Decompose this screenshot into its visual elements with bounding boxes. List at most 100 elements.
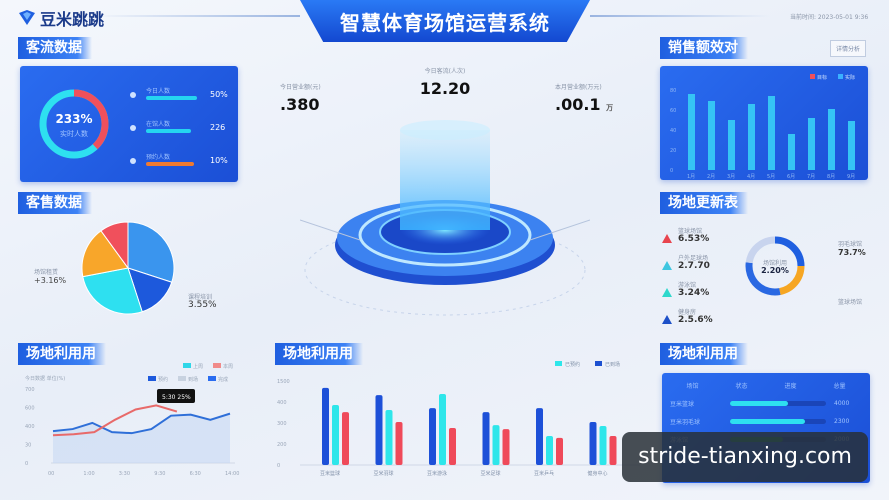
datetime: 当前时间: 2023-05-01 9:36 — [790, 14, 869, 21]
bar — [439, 394, 446, 465]
y-tick-label: 30 — [25, 443, 31, 449]
pie-slice — [81, 230, 129, 278]
passenger-row: 今日人数 50% — [130, 86, 230, 110]
sales-pie-title: 客售数据 — [18, 192, 92, 214]
bar — [395, 421, 403, 465]
legend-label: 本周 — [223, 363, 233, 370]
sales-bar — [848, 121, 855, 170]
passenger-title: 客流数据 — [18, 37, 92, 59]
x-tick-label: 8月 — [827, 174, 835, 180]
legend-label: 到场 — [188, 376, 198, 383]
x-tick-label: 1:00 — [83, 471, 94, 477]
row-dot-icon — [130, 125, 136, 131]
legend-swatch — [178, 376, 186, 381]
bar — [322, 387, 329, 465]
line-series — [52, 404, 178, 437]
legend-label: 预约 — [158, 376, 168, 383]
page-title: 智慧体育场馆运营系统 — [340, 11, 550, 35]
bar — [589, 421, 597, 465]
logo-icon — [19, 10, 35, 25]
y-tick-label: 400 — [25, 424, 35, 430]
bar — [536, 408, 543, 465]
venue-item-value: 2.7.70 — [678, 261, 710, 271]
bar — [385, 409, 393, 465]
kpi-label: 今日营业额(元) — [280, 84, 321, 91]
y-tick-label: 0 — [670, 168, 673, 174]
bar — [482, 412, 490, 465]
triangle-icon — [662, 234, 672, 243]
table-header: 场馆 — [686, 383, 699, 390]
row-bar — [146, 96, 197, 100]
row-bar — [146, 162, 194, 166]
watermark: stride-tianxing.com — [622, 432, 868, 482]
ring-segment — [774, 236, 805, 267]
x-tick-label: 6:30 — [190, 471, 201, 477]
donut-value: 233% — [55, 112, 93, 126]
sales-bar — [828, 109, 835, 170]
ring-right-bottom-label: 篮球场馆 — [838, 299, 863, 306]
donut-label: 实时人数 — [60, 130, 88, 138]
bar — [429, 408, 436, 465]
row-value: 226 — [210, 123, 226, 132]
row-dot-icon — [130, 92, 136, 98]
bar — [332, 404, 339, 465]
row-bar — [146, 129, 191, 133]
y-tick-label: 700 — [25, 387, 35, 393]
bar — [492, 425, 500, 465]
x-tick-label: 豆米乒乓 — [534, 470, 554, 477]
pie-slice — [82, 267, 143, 315]
table-header: 总量 — [833, 383, 846, 390]
y-tick-label: 1500 — [277, 379, 290, 385]
x-tick-label: 4月 — [747, 174, 755, 180]
row-label: 在馆人数 — [146, 121, 171, 128]
ring-right-top-label: 羽毛球馆 — [838, 241, 863, 248]
ring-right-top-value: 73.7% — [838, 248, 866, 257]
pie-left-label: 场馆租赁 — [34, 269, 59, 276]
table-header: 状态 — [735, 383, 748, 390]
legend-swatch — [148, 376, 156, 381]
ring-center-label: 场馆利用 — [762, 260, 787, 267]
progress-bar — [730, 418, 826, 424]
util-table-title: 场地利用用 — [660, 343, 748, 365]
x-tick-label: 9:30 — [154, 471, 165, 477]
sales-bar — [688, 94, 695, 170]
pie-left-value: +3.16% — [34, 276, 67, 285]
sales-bar — [768, 96, 775, 170]
y-tick-label: 600 — [25, 406, 35, 412]
passenger-row: 预约人数 10% — [130, 152, 230, 176]
sales-detail-button[interactable]: 详情分析 — [830, 40, 867, 57]
header-line-left — [95, 15, 300, 17]
kpi-value: 12.20 — [419, 79, 471, 98]
progress-bar — [730, 400, 826, 406]
pie-right-label: 课程培训 — [188, 294, 213, 301]
line-subtitle: 今日数据 单位(%) — [25, 375, 65, 382]
x-tick-label: 14:00 — [225, 471, 239, 477]
venue-item-label: 游泳馆 — [678, 282, 697, 289]
x-tick-label: 6月 — [787, 174, 795, 180]
triangle-icon — [662, 261, 672, 270]
passenger-row: 在馆人数 226 — [130, 119, 230, 143]
x-tick-label: 豆米游泳 — [427, 470, 447, 477]
kpi-value: .380 — [280, 95, 320, 114]
legend-label: 已到场 — [605, 361, 620, 368]
legend-label: 上周 — [193, 363, 203, 370]
bar — [609, 436, 617, 465]
bar — [342, 412, 349, 465]
y-tick-label: 20 — [670, 148, 676, 154]
bar — [599, 425, 607, 465]
y-tick-label: 80 — [670, 88, 676, 94]
tooltip-box — [157, 389, 195, 403]
header-line-right — [590, 15, 770, 17]
y-tick-label: 400 — [277, 400, 287, 406]
line-area — [53, 413, 230, 463]
x-tick-label: 5月 — [767, 174, 775, 180]
venue-item-label: 健身房 — [678, 309, 697, 316]
logo-text: 豆米跳跳 — [40, 10, 105, 29]
pie-right-value: 3.55% — [188, 300, 217, 310]
sales-bar-chart: 0 20 40 60 80 目标 实际 1月 2月 3月 4月 5月 6月 7月 8月 9月 — [670, 74, 855, 180]
bar — [449, 428, 456, 465]
ring-center-value: 2.20% — [761, 266, 789, 275]
triangle-icon — [662, 315, 672, 324]
x-tick-label: 00 — [48, 471, 54, 477]
